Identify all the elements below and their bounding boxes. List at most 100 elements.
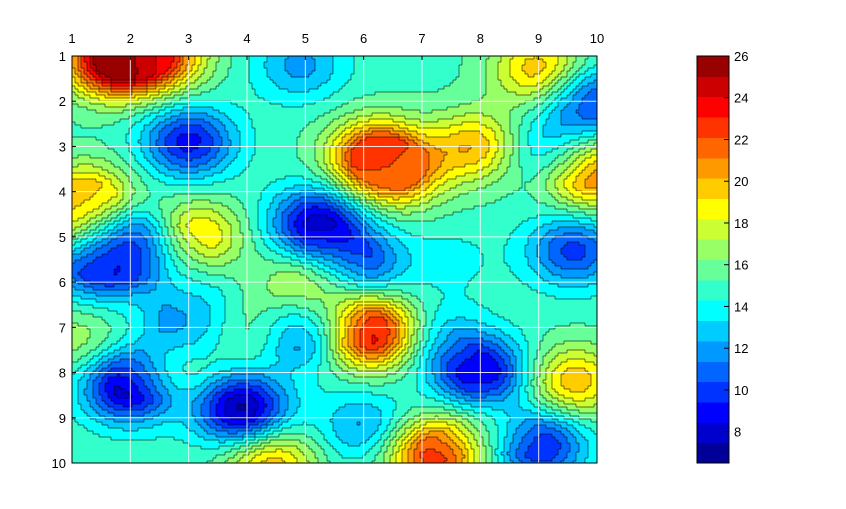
contour-band	[579, 446, 588, 449]
contour-band	[276, 353, 312, 356]
contour-band	[540, 413, 555, 416]
contour-band	[534, 176, 549, 179]
contour-band	[348, 119, 369, 122]
contour-band	[225, 167, 246, 170]
contour-band	[516, 227, 537, 230]
contour-band	[408, 440, 414, 443]
contour-band	[84, 77, 90, 80]
contour-band	[306, 362, 321, 365]
contour-band	[183, 260, 198, 263]
contour-band	[90, 62, 93, 65]
contour-band	[378, 206, 396, 209]
contour-band	[180, 65, 186, 68]
contour-band	[531, 287, 597, 290]
contour-band	[423, 458, 447, 461]
contour-band	[483, 257, 504, 260]
contour-band	[165, 368, 183, 371]
contour-band	[501, 161, 510, 164]
contour-band	[93, 83, 102, 86]
contour-band	[342, 158, 345, 161]
contour-band	[594, 80, 597, 83]
contour-band	[378, 365, 393, 368]
contour-band	[72, 185, 102, 188]
contour-band	[300, 365, 318, 368]
contour-band	[102, 233, 111, 236]
contour-band	[249, 224, 258, 227]
contour-band	[276, 251, 291, 254]
contour-band	[72, 125, 81, 128]
contour-band	[78, 359, 90, 362]
contour-band	[414, 323, 420, 326]
contour-band	[450, 428, 459, 431]
contour-band	[396, 305, 405, 308]
contour-band	[177, 266, 189, 269]
contour-band	[102, 356, 114, 359]
contour-band	[339, 437, 369, 440]
contour-band	[336, 317, 339, 320]
contour-band	[579, 74, 591, 77]
contour-band	[138, 278, 147, 281]
contour-band	[114, 173, 126, 176]
contour-band	[114, 386, 120, 389]
contour-band	[165, 266, 177, 269]
contour-band	[453, 356, 471, 359]
contour-band	[84, 374, 90, 377]
contour-band	[540, 374, 546, 377]
contour-band	[333, 413, 381, 416]
contour-band	[495, 119, 510, 122]
contour-band	[255, 455, 294, 458]
contour-band	[207, 365, 270, 368]
contour-band	[168, 230, 174, 233]
contour-band	[72, 455, 216, 458]
contour-band	[93, 431, 195, 434]
contour-band	[372, 188, 390, 191]
contour-band	[72, 446, 201, 449]
contour-band	[420, 323, 426, 326]
contour-band	[195, 386, 207, 389]
contour-band	[402, 242, 471, 245]
contour-band	[417, 431, 429, 434]
contour-band	[570, 164, 579, 167]
contour-band	[126, 209, 162, 212]
contour-band	[462, 122, 480, 125]
contour-band	[375, 215, 387, 218]
contour-band	[162, 95, 174, 98]
contour-band	[135, 350, 144, 353]
contour-band	[528, 137, 579, 140]
contour-band	[162, 233, 168, 236]
contour-band	[375, 92, 486, 95]
contour-band	[333, 167, 339, 170]
contour-band	[537, 245, 549, 248]
contour-band	[105, 143, 129, 146]
contour-band	[282, 386, 294, 389]
contour-band	[507, 434, 513, 437]
contour-band	[189, 428, 204, 431]
contour-band	[567, 257, 582, 260]
contour-band	[531, 149, 552, 152]
contour-band	[123, 404, 132, 407]
contour-band	[339, 173, 345, 176]
contour-band	[249, 425, 261, 428]
contour-band	[567, 209, 597, 212]
contour-band	[393, 338, 399, 341]
contour-band	[531, 194, 552, 197]
contour-band	[474, 179, 498, 182]
contour-band	[429, 431, 444, 434]
contour-band	[492, 170, 507, 173]
contour-band	[516, 368, 522, 371]
contour-band	[342, 140, 348, 143]
contour-band	[291, 233, 300, 236]
contour-band	[390, 350, 396, 353]
contour-band	[99, 71, 138, 74]
contour-band	[171, 212, 183, 215]
contour-band	[189, 443, 234, 446]
contour-band	[180, 98, 264, 101]
contour-band	[207, 302, 225, 305]
contour-band	[339, 134, 345, 137]
contour-band	[540, 89, 549, 92]
contour-band	[177, 65, 180, 68]
contour-band	[330, 209, 339, 212]
contour-band	[339, 179, 345, 182]
contour-band	[90, 404, 99, 407]
